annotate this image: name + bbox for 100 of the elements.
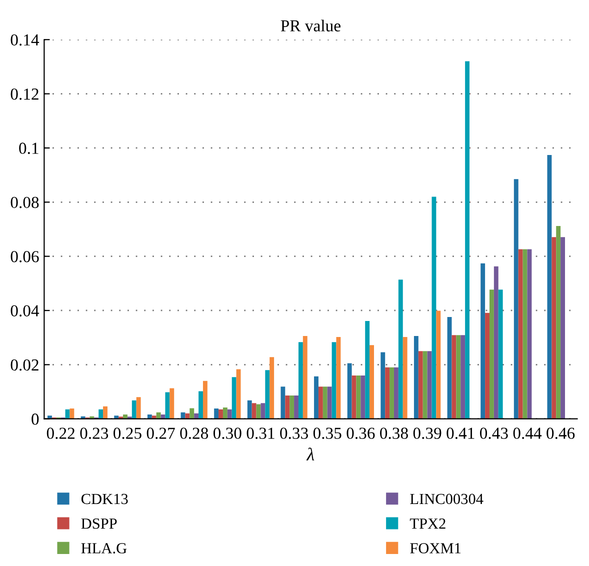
bar (70, 408, 74, 419)
bar (518, 249, 523, 419)
x-tick-label: 0.44 (513, 428, 542, 439)
bar (452, 335, 456, 419)
bar (152, 416, 156, 419)
bar (252, 403, 256, 419)
bar (290, 396, 294, 419)
x-tick-label: 0.25 (114, 428, 142, 439)
x-tick-label: 0.36 (346, 428, 375, 439)
bar (380, 352, 386, 419)
bar (402, 337, 408, 419)
bar (222, 407, 228, 419)
legend-label: LINC00304 (410, 494, 484, 504)
legend-label: TPX2 (410, 518, 446, 529)
bar (198, 391, 203, 419)
bar (398, 280, 403, 419)
bar (218, 409, 223, 419)
bar (314, 376, 318, 419)
x-tick-label: 0.33 (280, 428, 308, 439)
bar (365, 321, 370, 419)
x-tick-label: 0.38 (380, 428, 408, 439)
bar (418, 351, 423, 419)
x-tick-label: 0.39 (413, 428, 442, 439)
bar (156, 412, 161, 419)
bar (522, 249, 528, 419)
bar (560, 237, 566, 419)
bar (489, 290, 494, 419)
bar (394, 367, 398, 419)
bar (214, 408, 219, 419)
bar (132, 400, 136, 419)
legend-label: DSPP (81, 518, 117, 529)
bar (527, 249, 532, 419)
bar (390, 367, 394, 419)
bar (147, 414, 152, 419)
y-tick-label: 0.14 (10, 34, 40, 46)
bar (465, 61, 470, 419)
bar (552, 237, 556, 419)
bar (185, 413, 190, 419)
x-tick-label: 0.22 (46, 428, 74, 439)
bar (498, 290, 503, 419)
bar (432, 196, 436, 419)
bar (436, 310, 441, 419)
bar (48, 416, 52, 419)
bar (302, 336, 308, 419)
bar (190, 408, 194, 419)
bar (494, 266, 498, 419)
bar (98, 409, 104, 419)
legend-label: FOXM1 (410, 543, 461, 554)
y-tick-label: 0.06 (10, 251, 39, 262)
bar (356, 376, 361, 419)
bar (385, 367, 390, 419)
bar (114, 416, 119, 419)
x-axis-title: λ (306, 448, 314, 460)
bar (322, 386, 328, 419)
bar (514, 179, 518, 419)
bar (485, 312, 490, 419)
x-tick-label: 0.31 (246, 428, 274, 439)
bar (327, 386, 332, 419)
bar (260, 403, 266, 419)
bar (460, 335, 466, 419)
bar (136, 397, 141, 419)
y-tick-label: 0.12 (10, 88, 38, 100)
bar (165, 392, 170, 419)
bar (265, 370, 270, 419)
bar (447, 316, 452, 419)
chart-title: PR value (280, 20, 340, 32)
bar (456, 335, 461, 419)
bar (280, 386, 286, 419)
bar (123, 414, 128, 419)
x-tick-label: 0.35 (313, 428, 342, 439)
bar (318, 386, 323, 419)
bar (556, 226, 561, 419)
x-tick-label: 0.27 (146, 428, 175, 439)
x-tick-label: 0.30 (213, 428, 242, 439)
bar (370, 345, 374, 419)
legend-label: CDK13 (81, 494, 128, 504)
bar (202, 380, 208, 419)
bar (247, 400, 252, 419)
y-tick-label: 0.1 (19, 142, 38, 154)
bar (547, 155, 552, 419)
bar (194, 413, 199, 419)
x-tick-label: 0.28 (180, 428, 208, 439)
x-tick-label: 0.46 (546, 428, 575, 439)
x-tick-label: 0.43 (480, 428, 508, 439)
bar (347, 363, 352, 419)
bar (232, 377, 236, 419)
bar (422, 351, 428, 419)
bar (332, 342, 336, 419)
x-tick-label: 0.23 (80, 428, 108, 439)
x-tick-label: 0.41 (446, 428, 474, 439)
y-tick-label: 0.08 (10, 196, 39, 208)
bar (170, 388, 174, 419)
bar (270, 357, 274, 419)
bar (360, 376, 366, 419)
bar (294, 396, 298, 419)
bar (298, 342, 303, 419)
bar (414, 336, 418, 419)
bar (480, 263, 486, 419)
y-tick-label: 0 (32, 414, 39, 425)
bar (427, 351, 432, 419)
